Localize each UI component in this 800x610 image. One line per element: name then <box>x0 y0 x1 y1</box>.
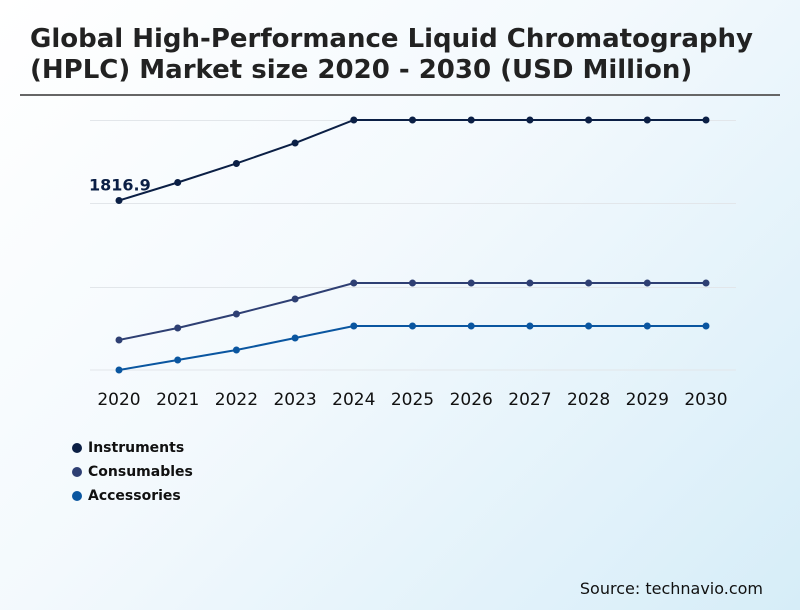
source-text: Source: technavio.com <box>579 579 763 598</box>
data-point-consumables <box>350 279 358 287</box>
data-point-consumables <box>232 310 240 318</box>
data-point-accessories <box>174 356 182 364</box>
series-line-instruments <box>118 119 706 202</box>
data-point-instruments <box>643 116 651 124</box>
legend-marker-icon <box>72 467 82 477</box>
data-point-consumables <box>526 279 534 287</box>
x-tick-label: 2030 <box>684 390 727 410</box>
data-point-instruments <box>115 197 123 205</box>
data-point-accessories <box>232 346 240 354</box>
data-point-consumables <box>702 279 710 287</box>
x-tick-label: 2028 <box>567 390 610 410</box>
x-tick-label: 2029 <box>626 390 669 410</box>
legend-item: Instruments <box>72 436 193 460</box>
legend: Instruments Consumables Accessories <box>72 436 193 508</box>
x-tick-label: 2025 <box>391 390 434 410</box>
data-point-instruments <box>232 159 240 167</box>
x-tick-label: 2021 <box>156 390 199 410</box>
x-tick-label: 2022 <box>215 390 258 410</box>
data-point-consumables <box>174 324 182 332</box>
data-point-accessories <box>291 334 299 342</box>
data-label: 1816.9 <box>89 176 151 195</box>
legend-marker-icon <box>72 443 82 453</box>
legend-marker-icon <box>72 491 82 501</box>
data-point-consumables <box>115 336 123 344</box>
data-point-consumables <box>467 279 475 287</box>
data-point-accessories <box>467 322 475 330</box>
data-point-instruments <box>291 139 299 147</box>
legend-label: Consumables <box>88 464 193 480</box>
series-line-accessories <box>118 324 706 371</box>
data-point-instruments <box>702 116 710 124</box>
data-point-accessories <box>702 322 710 330</box>
data-point-accessories <box>115 366 123 374</box>
data-point-accessories <box>409 322 416 330</box>
x-tick-label: 2027 <box>508 390 551 410</box>
data-point-accessories <box>643 322 651 330</box>
chart-title: Global High-Performance Liquid Chromatog… <box>30 24 753 85</box>
data-point-accessories <box>526 322 534 330</box>
x-tick-label: 2024 <box>332 390 375 410</box>
data-point-consumables <box>643 279 651 287</box>
x-tick-label: 2026 <box>450 390 493 410</box>
data-point-consumables <box>585 279 593 287</box>
x-tick-label: 2020 <box>97 390 140 410</box>
series-line-consumables <box>118 282 706 341</box>
data-point-instruments <box>526 116 534 124</box>
data-point-accessories <box>350 322 358 330</box>
data-point-accessories <box>585 322 593 330</box>
data-point-instruments <box>585 116 593 124</box>
data-point-instruments <box>409 116 416 124</box>
title-divider <box>20 94 780 96</box>
data-point-instruments <box>350 116 358 124</box>
x-tick-label: 2023 <box>273 390 316 410</box>
legend-item: Consumables <box>72 460 193 484</box>
legend-item: Accessories <box>72 484 193 508</box>
data-point-instruments <box>467 116 475 124</box>
legend-label: Accessories <box>88 488 181 504</box>
data-point-consumables <box>409 279 416 287</box>
legend-label: Instruments <box>88 440 185 456</box>
data-point-instruments <box>174 179 182 186</box>
data-point-consumables <box>291 295 299 303</box>
